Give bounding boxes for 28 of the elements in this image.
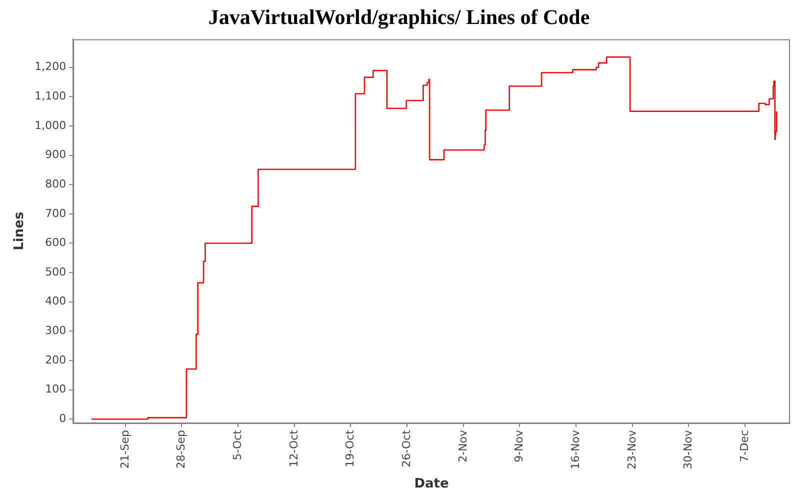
y-tick-label: 0 [59,412,66,426]
x-tick-label: 30-Nov [682,429,695,470]
y-tick-label: 700 [45,206,66,220]
y-tick-label: 1,200 [34,60,66,74]
x-tick-label: 16-Nov [568,429,582,470]
chart-title: JavaVirtualWorld/graphics/ Lines of Code [208,5,590,30]
y-tick-label: 900 [45,148,66,162]
x-tick-label: 21-Sep [118,430,132,469]
x-tick-label: 12-Oct [287,429,300,468]
x-tick-label: 28-Sep [174,430,188,469]
x-axis-title: Date [414,476,450,492]
y-tick-label: 1,100 [34,90,66,103]
y-tick-label: 600 [45,236,66,250]
x-tick-label: 26-Oct [400,429,413,468]
x-tick-label: 2-Nov [456,429,470,462]
x-tick-label: 23-Nov [625,429,638,470]
y-tick-label: 200 [45,353,66,366]
y-tick-label: 300 [45,324,66,338]
y-tick-label: 1,000 [34,118,66,132]
y-tick-label: 400 [45,294,66,308]
y-tick-label: 100 [45,382,66,396]
y-tick-label: 800 [45,177,66,190]
y-axis-title: Lines [12,212,28,250]
x-tick-label: 19-Oct [344,429,357,468]
x-tick-label: 9-Nov [512,429,526,462]
x-tick-label: 5-Oct [230,429,244,460]
x-tick-label: 7-Dec [738,430,751,462]
y-tick-label: 500 [45,265,66,278]
